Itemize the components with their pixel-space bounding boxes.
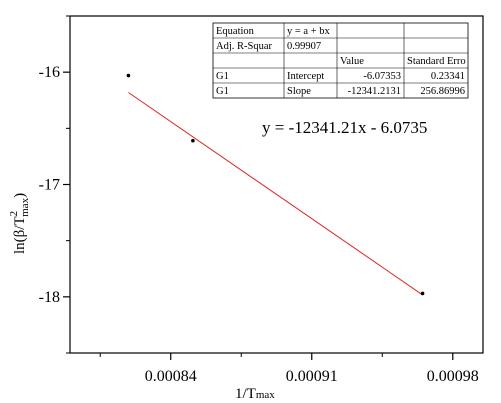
x-axis-title-main: 1/T — [235, 386, 256, 402]
y-axis-title-sub: max — [19, 197, 31, 216]
y-axis-title-post: ) — [12, 193, 28, 198]
data-point — [420, 291, 425, 296]
table-cell: -6.07353 — [363, 71, 401, 82]
table-cell: G1 — [216, 86, 229, 97]
table-cell: Adj. R-Squar — [216, 41, 273, 52]
x-tick-label: 0.00098 — [427, 368, 479, 385]
table-cell: Intercept — [287, 71, 324, 82]
table-cell: Value — [340, 56, 364, 67]
x-axis-title: 1/Tmax — [235, 386, 275, 402]
table-cell: y = a + bx — [287, 26, 331, 37]
table-cell: Equation — [216, 26, 255, 37]
table-cell: 0.99907 — [287, 41, 321, 52]
fit-line — [128, 92, 423, 296]
data-point — [191, 138, 195, 143]
table-border — [212, 22, 469, 99]
x-tick-label: 0.00084 — [145, 368, 197, 385]
y-axis-title-sup: 2 — [8, 211, 20, 217]
fit-results-table: Equation y = a + bx Adj. R-Squar 0.99907 Val… — [212, 22, 469, 99]
y-tick-label: -17 — [39, 177, 60, 194]
axis-ticks: 0.00084 0.00091 0.00098 -16 -17 -18 — [39, 15, 479, 385]
table-cell: Slope — [287, 86, 311, 97]
table-cell: -12341.2131 — [348, 86, 401, 97]
table-cell: G1 — [216, 71, 229, 82]
x-axis-title-sub: max — [256, 389, 275, 401]
table-cell: 0.23341 — [431, 71, 465, 82]
y-axis-title-pre: ln(β/T — [12, 216, 28, 254]
y-axis-title: ln(β/T2max) — [8, 193, 31, 254]
y-tick-label: -18 — [39, 289, 60, 306]
table-cell: 256.86996 — [420, 86, 465, 97]
data-points — [126, 73, 425, 296]
data-point — [126, 73, 131, 78]
x-tick-label: 0.00091 — [286, 368, 338, 385]
fit-line-group — [128, 92, 423, 296]
fit-equation: y = -12341.21x - 6.0735 — [262, 118, 427, 137]
table-cell: Standard Erro — [407, 56, 466, 67]
y-tick-label: -16 — [39, 64, 60, 81]
